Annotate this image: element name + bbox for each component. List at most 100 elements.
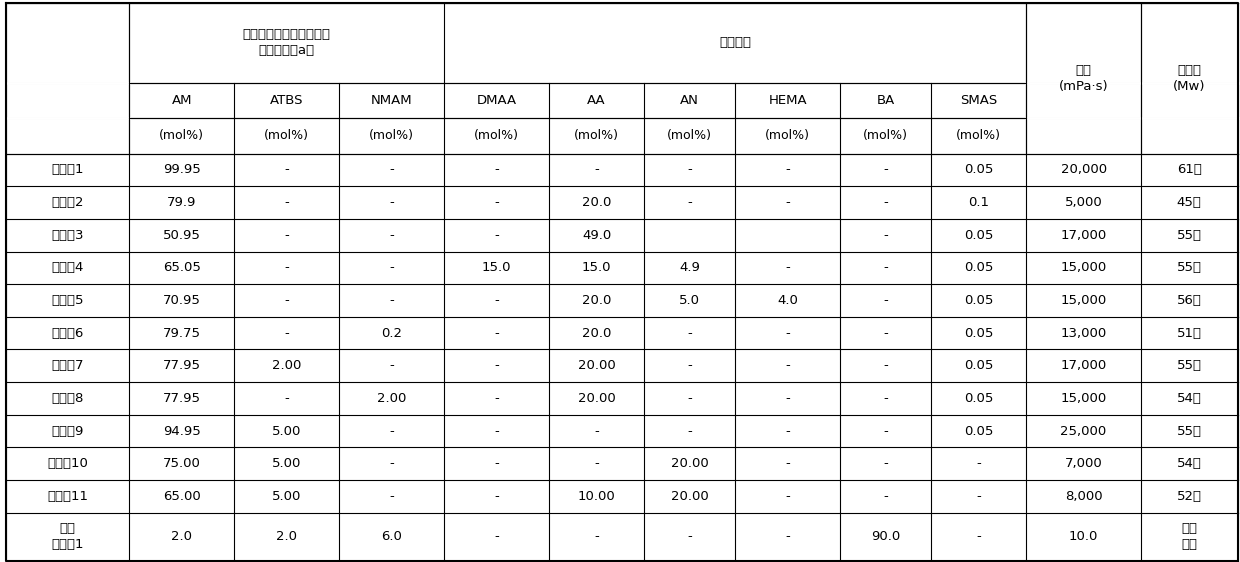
Text: 0.05: 0.05: [963, 424, 993, 438]
Text: 15,000: 15,000: [1060, 261, 1107, 274]
Text: -: -: [883, 424, 888, 438]
Text: (mol%): (mol%): [667, 129, 712, 143]
Text: 15.0: 15.0: [482, 261, 511, 274]
Text: -: -: [883, 261, 888, 274]
Text: 制造例2: 制造例2: [52, 196, 84, 209]
Text: -: -: [785, 164, 790, 176]
Text: 粘度
(mPa·s): 粘度 (mPa·s): [1059, 64, 1109, 93]
Text: (mol%): (mol%): [956, 129, 1001, 143]
Text: 2.00: 2.00: [272, 359, 301, 372]
Text: -: -: [389, 164, 394, 176]
Text: 5.0: 5.0: [680, 294, 701, 307]
Text: -: -: [495, 392, 498, 405]
Text: 7,000: 7,000: [1065, 457, 1102, 470]
Text: 61万: 61万: [1177, 164, 1202, 176]
Text: 79.9: 79.9: [167, 196, 196, 209]
Text: HEMA: HEMA: [769, 94, 807, 107]
Text: 2.0: 2.0: [277, 531, 298, 543]
Text: 13,000: 13,000: [1060, 327, 1107, 339]
Text: 20.0: 20.0: [582, 196, 611, 209]
Text: 无法
测定: 无法 测定: [1182, 522, 1198, 551]
Text: 制造例5: 制造例5: [52, 294, 84, 307]
Text: -: -: [495, 457, 498, 470]
Text: 55万: 55万: [1177, 424, 1202, 438]
Text: 5.00: 5.00: [272, 424, 301, 438]
Text: -: -: [594, 531, 599, 543]
Text: -: -: [883, 327, 888, 339]
Text: (mol%): (mol%): [765, 129, 810, 143]
Text: -: -: [594, 424, 599, 438]
Text: 0.05: 0.05: [963, 164, 993, 176]
Text: -: -: [785, 327, 790, 339]
Text: -: -: [883, 457, 888, 470]
Text: 0.05: 0.05: [963, 261, 993, 274]
Text: 制造例7: 制造例7: [52, 359, 84, 372]
Text: 10.00: 10.00: [578, 490, 615, 503]
Text: 5.00: 5.00: [272, 457, 301, 470]
Text: 0.05: 0.05: [963, 229, 993, 242]
Text: 制造例11: 制造例11: [47, 490, 88, 503]
Text: 20.00: 20.00: [671, 457, 708, 470]
Text: (mol%): (mol%): [863, 129, 908, 143]
Text: 94.95: 94.95: [162, 424, 201, 438]
Text: -: -: [785, 424, 790, 438]
Text: SMAS: SMAS: [960, 94, 997, 107]
Text: -: -: [389, 424, 394, 438]
Text: 制造例8: 制造例8: [52, 392, 84, 405]
Text: 0.2: 0.2: [381, 327, 402, 339]
Text: 8,000: 8,000: [1065, 490, 1102, 503]
Text: 70.95: 70.95: [162, 294, 201, 307]
Text: -: -: [495, 327, 498, 339]
Text: 17,000: 17,000: [1060, 359, 1107, 372]
Text: 4.0: 4.0: [777, 294, 799, 307]
Text: 比较
制造例1: 比较 制造例1: [52, 522, 84, 551]
Text: -: -: [389, 196, 394, 209]
Text: -: -: [389, 457, 394, 470]
Text: 52万: 52万: [1177, 490, 1202, 503]
Text: 制造例10: 制造例10: [47, 457, 88, 470]
Text: 5,000: 5,000: [1065, 196, 1102, 209]
Text: -: -: [883, 164, 888, 176]
Text: 55万: 55万: [1177, 229, 1202, 242]
Text: -: -: [687, 196, 692, 209]
Text: 55万: 55万: [1177, 359, 1202, 372]
Text: -: -: [284, 164, 289, 176]
Text: -: -: [976, 490, 981, 503]
Text: 15,000: 15,000: [1060, 392, 1107, 405]
Text: -: -: [976, 531, 981, 543]
Text: -: -: [389, 229, 394, 242]
Text: 54万: 54万: [1177, 457, 1202, 470]
Text: 65.05: 65.05: [162, 261, 201, 274]
Text: -: -: [976, 457, 981, 470]
Text: -: -: [495, 424, 498, 438]
Text: -: -: [785, 490, 790, 503]
Text: -: -: [687, 359, 692, 372]
Text: 20.00: 20.00: [578, 392, 615, 405]
Text: 20.0: 20.0: [582, 327, 611, 339]
Text: -: -: [389, 294, 394, 307]
Text: ATBS: ATBS: [270, 94, 304, 107]
Text: 50.95: 50.95: [162, 229, 201, 242]
Text: 55万: 55万: [1177, 261, 1202, 274]
Text: (mol%): (mol%): [264, 129, 309, 143]
Text: -: -: [495, 531, 498, 543]
Text: 90.0: 90.0: [870, 531, 900, 543]
Text: -: -: [883, 229, 888, 242]
Text: 17,000: 17,000: [1060, 229, 1107, 242]
Text: 6.0: 6.0: [381, 531, 402, 543]
Text: -: -: [883, 359, 888, 372]
Text: -: -: [687, 327, 692, 339]
Text: 99.95: 99.95: [162, 164, 201, 176]
Text: 分子量
(Mw): 分子量 (Mw): [1173, 64, 1205, 93]
Text: -: -: [284, 392, 289, 405]
Text: NMAM: NMAM: [371, 94, 413, 107]
Text: -: -: [389, 261, 394, 274]
Text: 15.0: 15.0: [582, 261, 611, 274]
Text: -: -: [785, 392, 790, 405]
Text: -: -: [594, 457, 599, 470]
Text: -: -: [883, 490, 888, 503]
Text: 49.0: 49.0: [582, 229, 611, 242]
Text: -: -: [785, 359, 790, 372]
Text: 77.95: 77.95: [162, 392, 201, 405]
Text: 0.05: 0.05: [963, 327, 993, 339]
